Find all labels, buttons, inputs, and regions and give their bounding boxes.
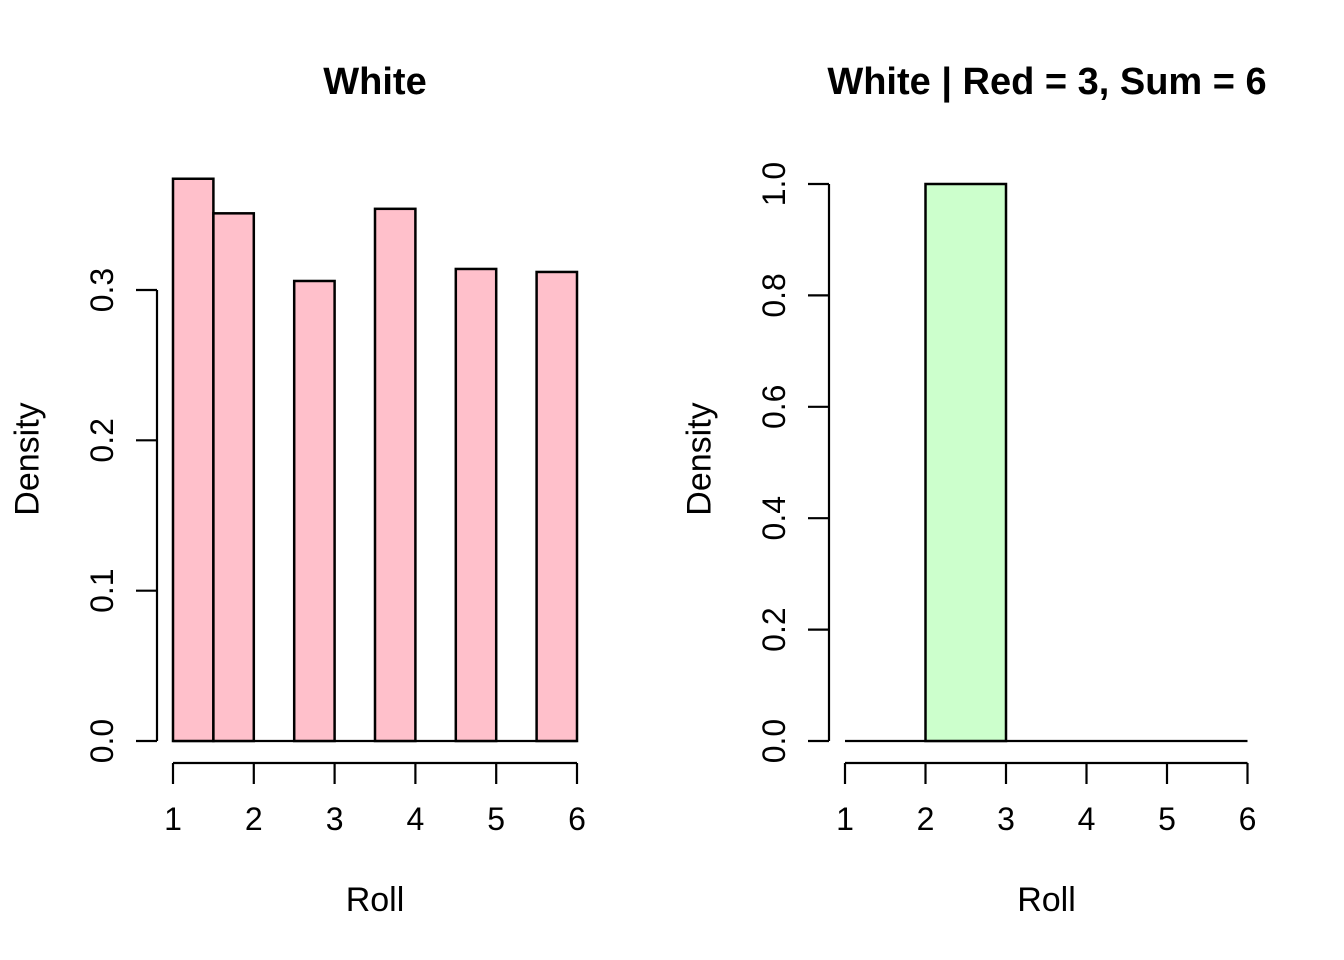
x-tick-label: 3 [326,801,344,837]
y-tick-label: 0.1 [84,568,120,612]
y-tick-label: 1.0 [756,162,792,206]
y-tick-label: 0.4 [756,496,792,540]
histogram-bar [924,182,1008,743]
y-tick-label: 0.0 [84,719,120,763]
x-tick-label: 5 [487,801,505,837]
x-axis-title-right: Roll [1017,881,1076,919]
x-tick-label: 1 [164,801,182,837]
y-tick-label: 0.6 [756,385,792,429]
x-tick-label: 2 [245,801,263,837]
histogram-bar [454,267,498,743]
y-tick-label: 0.2 [756,607,792,651]
y-axis-title-right: Density [680,402,719,516]
y-axis-title-left: Density [8,402,47,516]
y-tick-label: 0.3 [84,268,120,312]
histogram-bar [212,212,256,743]
x-axis-title-left: Roll [345,881,405,919]
x-tick-label: 4 [407,801,425,837]
chart-title-left: White [323,61,427,103]
y-tick-label: 0.0 [756,719,792,763]
histogram-bar [535,270,579,743]
y-tick-label: 0.2 [84,418,120,462]
x-tick-label: 4 [1078,801,1096,837]
y-tick-label: 0.8 [756,273,792,317]
x-tick-label: 6 [568,801,586,837]
x-tick-label: 5 [1158,801,1176,837]
histogram-bar [373,207,417,743]
histogram-bar [171,177,215,743]
x-tick-label: 1 [836,801,854,837]
x-tick-label: 3 [997,801,1015,837]
chart-title-right: White | Red = 3, Sum = 6 [827,61,1267,103]
x-tick-label: 2 [917,801,935,837]
histogram-bar [292,279,336,743]
x-tick-label: 6 [1239,801,1257,837]
